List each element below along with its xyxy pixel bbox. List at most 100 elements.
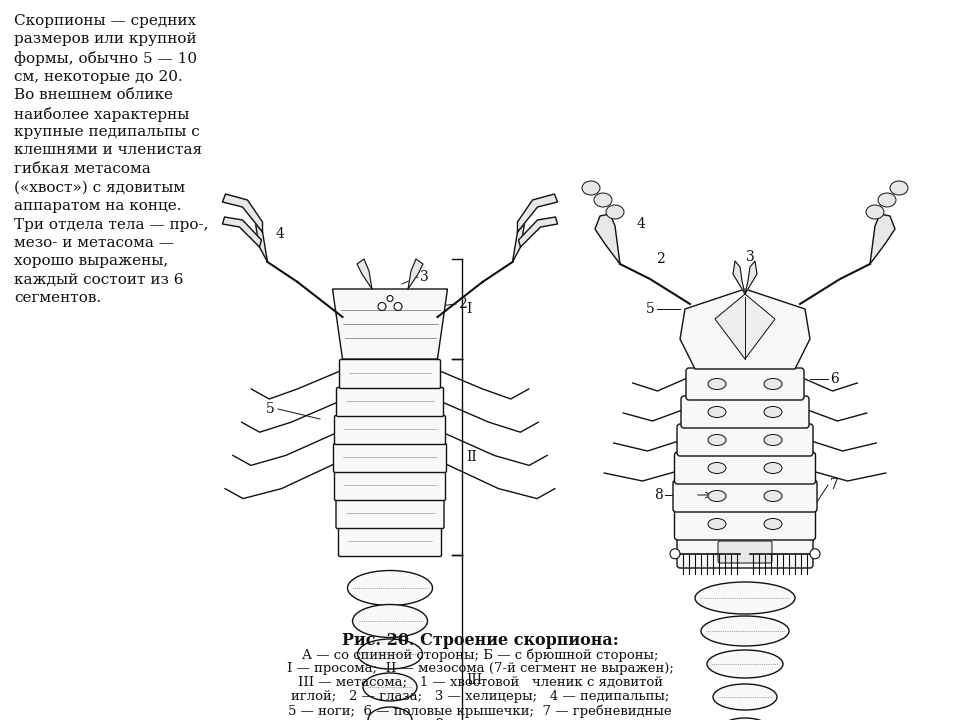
Ellipse shape — [695, 582, 795, 614]
Ellipse shape — [708, 407, 726, 418]
FancyBboxPatch shape — [339, 528, 442, 557]
Polygon shape — [408, 259, 423, 289]
Text: 7: 7 — [830, 478, 839, 492]
Text: иглой;   2 — глаза;   3 — хелицеры;   4 — педипальпы;: иглой; 2 — глаза; 3 — хелицеры; 4 — педи… — [291, 690, 669, 703]
Ellipse shape — [713, 684, 777, 710]
Ellipse shape — [764, 462, 782, 474]
Text: III: III — [466, 673, 482, 687]
Text: 4: 4 — [276, 227, 284, 241]
Text: сегментов.: сегментов. — [14, 292, 101, 305]
Polygon shape — [517, 194, 558, 232]
Text: Три отдела тела — про-,: Три отдела тела — про-, — [14, 217, 208, 232]
Text: 8: 8 — [655, 488, 663, 502]
Ellipse shape — [708, 379, 726, 390]
Text: 2: 2 — [458, 297, 467, 311]
Text: 5 — ноги;  6 — половые крышечки;  7 — гребневидные: 5 — ноги; 6 — половые крышечки; 7 — греб… — [288, 704, 672, 718]
Polygon shape — [745, 261, 757, 294]
Ellipse shape — [606, 205, 624, 219]
Text: наиболее характерны: наиболее характерны — [14, 107, 189, 122]
Ellipse shape — [357, 639, 422, 669]
Polygon shape — [223, 217, 261, 247]
Ellipse shape — [719, 718, 771, 720]
Text: крупные педипальпы с: крупные педипальпы с — [14, 125, 200, 139]
Text: размеров или крупной: размеров или крупной — [14, 32, 197, 47]
Circle shape — [670, 549, 680, 559]
FancyBboxPatch shape — [673, 480, 817, 512]
Text: см, некоторые до 20.: см, некоторые до 20. — [14, 70, 182, 84]
FancyBboxPatch shape — [337, 387, 444, 416]
Text: мезо- и метасома —: мезо- и метасома — — [14, 236, 174, 250]
Ellipse shape — [707, 650, 783, 678]
Polygon shape — [518, 217, 558, 247]
Text: III — метасома;   1 — хвостовой   членик с ядовитой: III — метасома; 1 — хвостовой членик с я… — [298, 676, 662, 689]
Ellipse shape — [708, 434, 726, 446]
FancyBboxPatch shape — [677, 536, 813, 568]
FancyBboxPatch shape — [681, 396, 809, 428]
Circle shape — [394, 302, 402, 310]
Ellipse shape — [708, 490, 726, 502]
Text: 3: 3 — [420, 270, 429, 284]
FancyBboxPatch shape — [675, 452, 815, 484]
Ellipse shape — [878, 193, 896, 207]
Text: хорошо выражены,: хорошо выражены, — [14, 254, 168, 269]
Polygon shape — [357, 259, 372, 289]
Polygon shape — [680, 289, 810, 369]
Ellipse shape — [890, 181, 908, 195]
FancyBboxPatch shape — [686, 368, 804, 400]
Text: I — просома;  II — мезосома (7-й сегмент не выражен);: I — просома; II — мезосома (7-й сегмент … — [287, 662, 673, 675]
Text: клешнями и членистая: клешнями и членистая — [14, 143, 203, 158]
Ellipse shape — [348, 570, 433, 606]
Text: I: I — [466, 302, 471, 316]
Text: Во внешнем облике: Во внешнем облике — [14, 88, 173, 102]
Ellipse shape — [764, 434, 782, 446]
Text: Скорпионы — средних: Скорпионы — средних — [14, 14, 196, 28]
Ellipse shape — [363, 673, 417, 701]
Text: 3: 3 — [746, 250, 755, 264]
Text: II: II — [466, 450, 477, 464]
Text: («хвост») с ядовитым: («хвост») с ядовитым — [14, 181, 185, 194]
FancyBboxPatch shape — [336, 500, 444, 528]
Text: каждый состоит из 6: каждый состоит из 6 — [14, 273, 183, 287]
Text: аппаратом на конце.: аппаратом на конце. — [14, 199, 181, 213]
Polygon shape — [733, 261, 745, 294]
Ellipse shape — [582, 181, 600, 195]
Polygon shape — [870, 214, 895, 264]
Text: 5: 5 — [266, 402, 275, 416]
Ellipse shape — [594, 193, 612, 207]
Ellipse shape — [764, 490, 782, 502]
Polygon shape — [595, 214, 620, 264]
Text: Рис. 20. Строение скорпиона:: Рис. 20. Строение скорпиона: — [342, 632, 618, 649]
FancyBboxPatch shape — [718, 541, 772, 563]
FancyBboxPatch shape — [340, 359, 441, 389]
FancyBboxPatch shape — [675, 508, 815, 540]
Text: А — со спинной стороны; Б — с брюшной стороны;: А — со спинной стороны; Б — с брюшной ст… — [301, 648, 659, 662]
Circle shape — [387, 295, 393, 302]
Ellipse shape — [368, 707, 412, 720]
Polygon shape — [513, 224, 524, 262]
Polygon shape — [223, 194, 262, 232]
Ellipse shape — [352, 605, 427, 637]
Ellipse shape — [866, 205, 884, 219]
Text: 5: 5 — [646, 302, 655, 316]
FancyBboxPatch shape — [334, 472, 445, 500]
Text: 2: 2 — [657, 252, 665, 266]
Ellipse shape — [708, 462, 726, 474]
Polygon shape — [255, 224, 268, 262]
FancyBboxPatch shape — [334, 415, 445, 444]
FancyBboxPatch shape — [677, 424, 813, 456]
Circle shape — [378, 302, 386, 310]
Ellipse shape — [764, 407, 782, 418]
Ellipse shape — [764, 518, 782, 529]
Text: органы;  8 — дыхальца легких.: органы; 8 — дыхальца легких. — [372, 718, 588, 720]
Text: 4: 4 — [636, 217, 645, 231]
FancyBboxPatch shape — [333, 444, 446, 472]
Ellipse shape — [764, 379, 782, 390]
Polygon shape — [715, 294, 775, 359]
Polygon shape — [332, 289, 447, 359]
Circle shape — [810, 549, 820, 559]
Text: гибкая метасома: гибкая метасома — [14, 162, 151, 176]
Ellipse shape — [708, 518, 726, 529]
Text: 6: 6 — [830, 372, 839, 386]
Ellipse shape — [701, 616, 789, 646]
Text: формы, обычно 5 — 10: формы, обычно 5 — 10 — [14, 51, 197, 66]
